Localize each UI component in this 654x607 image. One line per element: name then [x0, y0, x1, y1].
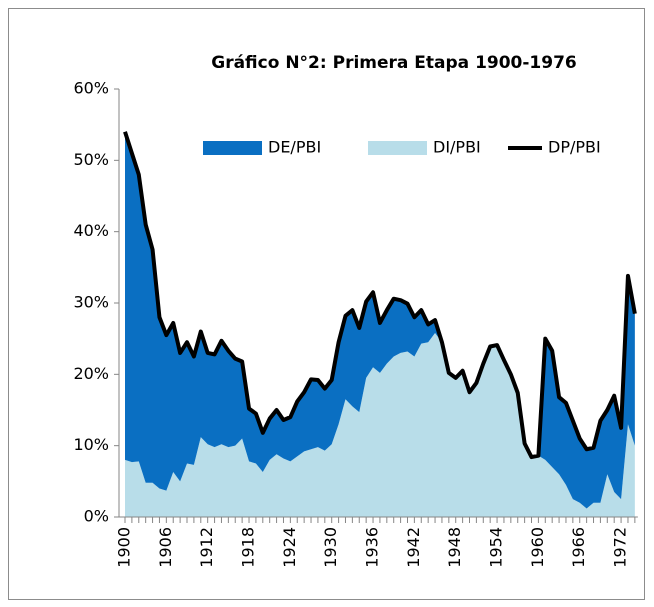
y-tick-label: 60%: [73, 79, 109, 98]
legend-label: DI/PBI: [433, 138, 481, 157]
legend-label: DE/PBI: [268, 138, 321, 157]
x-tick-label: 1906: [156, 527, 175, 568]
y-tick-label: 20%: [73, 364, 109, 383]
area: [125, 131, 635, 509]
x-tick-label: 1918: [239, 527, 258, 568]
x-tick-label: 1936: [363, 527, 382, 568]
chart-title: Gráfico N°2: Primera Etapa 1900-1976: [211, 53, 577, 73]
line: [123, 131, 637, 460]
x-tick-label: 1972: [611, 527, 630, 568]
x-tick-label: 1942: [404, 527, 423, 568]
x-tick-label: 1912: [197, 527, 216, 568]
y-tick-label: 40%: [73, 221, 109, 240]
area: [125, 332, 635, 517]
y-tick-label: 0%: [84, 507, 109, 526]
legend-label: DP/PBI: [548, 138, 601, 157]
x-tick-label: 1954: [487, 527, 506, 568]
legend-swatch: [203, 141, 262, 155]
x-tick-label: 1930: [321, 527, 340, 568]
legend-swatch: [368, 141, 427, 155]
x-tick-label: 1924: [280, 527, 299, 568]
x-tick-label: 1948: [445, 527, 464, 568]
y-tick-label: 50%: [73, 150, 109, 169]
x-tick-label: 1960: [528, 527, 547, 568]
x-tick-label: 1900: [115, 527, 134, 568]
x-tick-label: 1966: [569, 527, 588, 568]
y-tick-label: 30%: [73, 293, 109, 312]
y-tick-label: 10%: [73, 435, 109, 454]
